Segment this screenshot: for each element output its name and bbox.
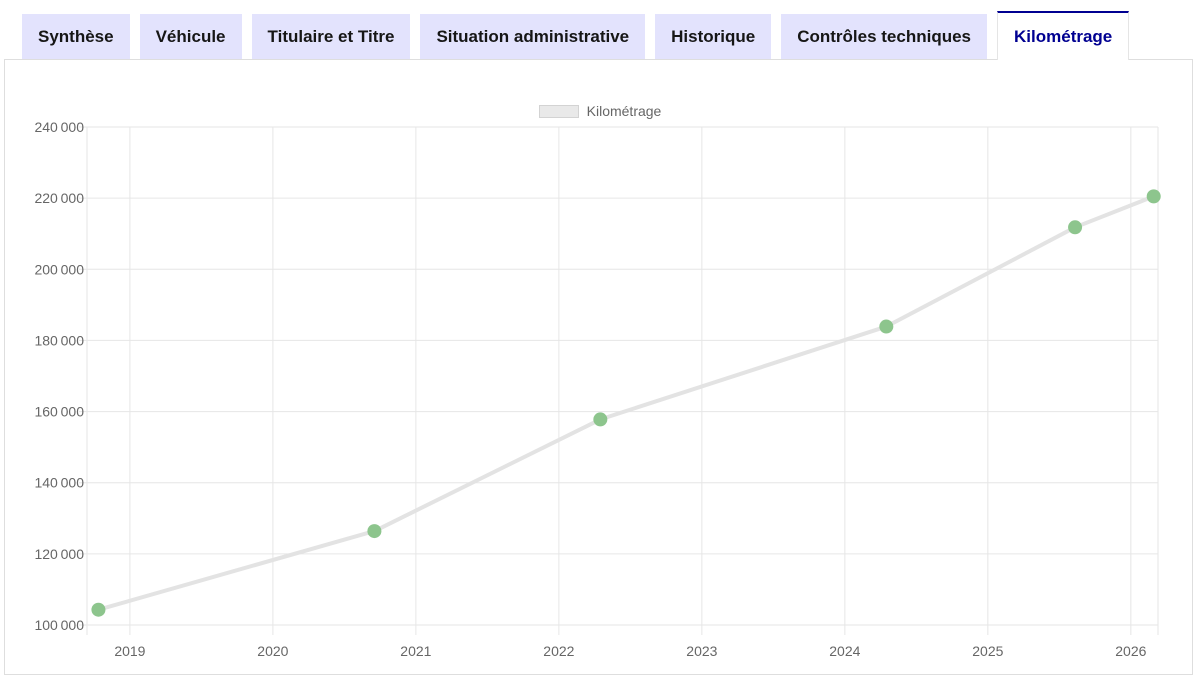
tab-titulaire-et-titre[interactable]: Titulaire et Titre [251,14,411,59]
tab-synthese[interactable]: Synthèse [22,14,130,59]
data-point[interactable] [879,319,894,334]
data-point[interactable] [1146,189,1161,204]
tab-controles-techniques[interactable]: Contrôles techniques [781,14,988,59]
tab-historique[interactable]: Historique [655,14,772,59]
tab-kilometrage[interactable]: Kilométrage [997,11,1130,60]
kilometrage-panel [4,59,1193,675]
chart-legend-item[interactable]: Kilométrage [0,103,1200,119]
data-point[interactable] [593,412,608,427]
data-point[interactable] [1068,220,1083,235]
legend-label: Kilométrage [586,103,662,119]
tab-bar: Synthèse Véhicule Titulaire et Titre Situat… [22,0,1200,60]
tab-vehicule[interactable]: Véhicule [139,14,242,59]
tab-situation-administrative[interactable]: Situation administrative [420,14,646,59]
data-point[interactable] [367,524,382,539]
data-point[interactable] [91,602,106,617]
legend-swatch [538,104,579,118]
